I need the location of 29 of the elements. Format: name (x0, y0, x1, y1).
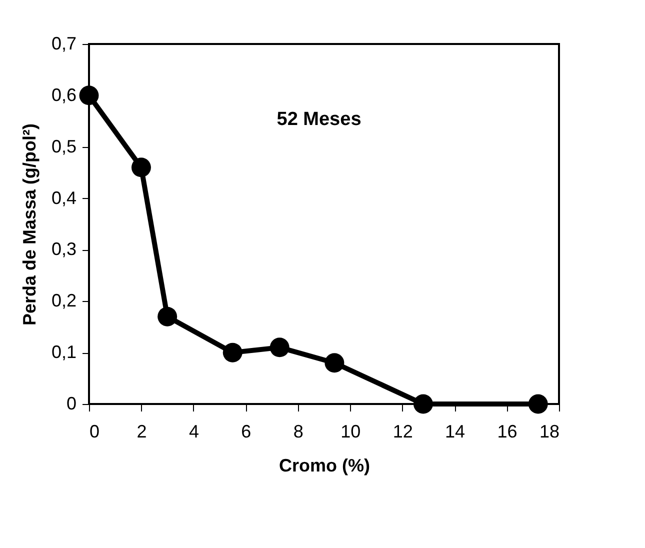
y-axis-title: Perda de Massa (g/pol²) (19, 123, 40, 326)
y-tick-label: 0,3 (51, 239, 76, 260)
point (79, 86, 99, 106)
annotation: 52 Meses (276, 109, 362, 130)
point (413, 394, 433, 414)
point (222, 342, 242, 362)
x-tick-label: 10 (340, 422, 361, 442)
x-tick-label: 2 (136, 422, 147, 442)
y-tick-label: 0,4 (51, 188, 76, 208)
x-tick-label: 12 (392, 422, 413, 442)
point (158, 306, 178, 326)
x-tick-label: 18 (539, 422, 560, 442)
y-tick-label: 0,1 (51, 342, 76, 362)
x-axis-title: Cromo (%) (279, 456, 370, 476)
point (131, 158, 151, 178)
y-tick-label: 0,2 (51, 290, 76, 311)
y-tick-label: 0 (66, 394, 76, 414)
y-tick-label: 0,5 (51, 136, 76, 156)
y-tick-label: 0,7 (51, 34, 76, 54)
x-tick-label: 0 (90, 422, 100, 442)
x-tick-label: 8 (293, 422, 304, 442)
point (324, 353, 344, 373)
x-tick-label: 14 (445, 422, 466, 442)
x-tick-label: 4 (188, 422, 199, 442)
point (270, 338, 290, 358)
x-tick-label: 16 (497, 422, 518, 442)
y-tick-label: 0,6 (51, 84, 76, 105)
point (528, 394, 548, 414)
x-tick-label: 6 (241, 422, 252, 442)
